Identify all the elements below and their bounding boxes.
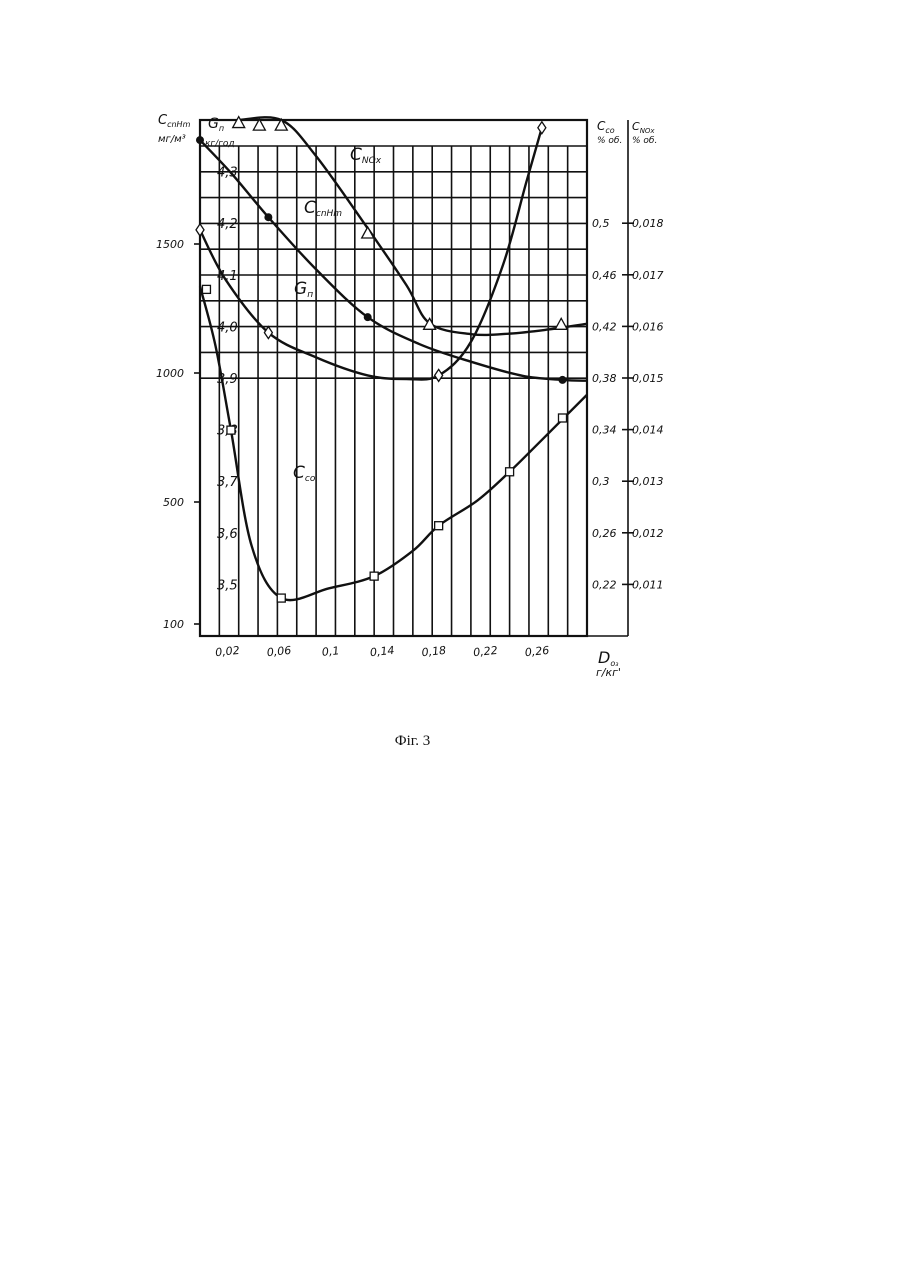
marker-cco xyxy=(558,414,566,422)
y-axis-unit-cco: % об. xyxy=(597,136,622,146)
y-tick-label-cco: 0,26 xyxy=(592,527,617,540)
series-label-gp: Gп xyxy=(294,279,313,300)
marker-gp xyxy=(264,327,272,339)
marker-cco xyxy=(277,594,285,602)
series-label-cnhm: CcnHm xyxy=(304,198,342,219)
x-tick-label: 0,26 xyxy=(524,644,550,659)
y-tick-label-cnox: 0,012 xyxy=(632,527,664,540)
marker-gp xyxy=(538,122,546,134)
marker-cnox xyxy=(555,318,567,329)
marker-cco xyxy=(435,522,443,530)
series-markers xyxy=(196,117,567,602)
marker-cnhm xyxy=(559,376,566,383)
x-tick-label: 0,02 xyxy=(215,644,241,659)
marker-cnhm xyxy=(364,314,371,321)
marker-cnhm xyxy=(265,214,272,221)
y-tick-label-cnhm: 500 xyxy=(163,496,184,509)
y-tick-label-cco: 0,22 xyxy=(592,578,617,591)
y-tick-label-cnox: 0,018 xyxy=(632,217,664,230)
y-tick-label-cco: 0,34 xyxy=(592,424,617,437)
y-tick-label-gp: 4,2 xyxy=(217,217,238,232)
marker-gp xyxy=(435,369,443,381)
x-axis-unit: г/кг' xyxy=(596,666,621,679)
series-label-cnox: CNOx xyxy=(350,145,382,166)
y-tick-label-cco: 0,5 xyxy=(592,217,610,230)
y-axis-unit-cnox: % об. xyxy=(632,136,657,146)
y-tick-label-gp: 3,6 xyxy=(217,527,238,542)
figure-caption: Фіг. 3 xyxy=(0,733,825,750)
series-label-cco: Cco xyxy=(293,463,316,484)
y-tick-label-cco: 0,46 xyxy=(592,269,617,282)
x-axis-label: Do₃ xyxy=(598,648,618,668)
y-tick-label-cnox: 0,017 xyxy=(632,269,664,282)
y-tick-label-cnox: 0,011 xyxy=(632,578,664,591)
y-axis-label-cnhm: CcnHm xyxy=(158,113,191,129)
x-tick-label: 0,22 xyxy=(473,644,499,659)
y-tick-label-gp: 3,5 xyxy=(217,578,238,593)
y-tick-label-cnhm: 100 xyxy=(163,618,184,631)
x-tick-label: 0,1 xyxy=(321,644,340,659)
marker-cco xyxy=(202,285,210,293)
y-tick-label-cco: 0,3 xyxy=(592,475,610,488)
y-tick-label-cnox: 0,013 xyxy=(632,475,664,488)
y-tick-label-cnox: 0,014 xyxy=(632,424,664,437)
marker-cco xyxy=(370,572,378,580)
y-tick-label-gp: 3,7 xyxy=(217,475,238,490)
y-tick-label-cnox: 0,016 xyxy=(632,320,664,333)
y-tick-label-cnhm: 1500 xyxy=(156,238,184,251)
y-tick-label-gp: 4,0 xyxy=(217,320,238,335)
y-tick-label-cco: 0,42 xyxy=(592,320,617,333)
y-axis-unit-cnhm: мг/м³ xyxy=(158,134,186,145)
y-axis-unit-gp: кг/год xyxy=(205,139,235,149)
y-tick-label-cnox: 0,015 xyxy=(632,372,664,385)
grid xyxy=(200,146,628,636)
marker-cnox xyxy=(233,117,245,128)
y-tick-label-cco: 0,38 xyxy=(592,372,617,385)
y-axis-label-cnox: CNOx xyxy=(632,120,655,135)
x-tick-label: 0,18 xyxy=(421,644,447,659)
marker-cco xyxy=(506,468,514,476)
x-tick-label: 0,14 xyxy=(369,644,395,659)
y-axis-label-cco: Cco xyxy=(597,119,615,135)
marker-cnhm xyxy=(197,137,204,144)
y-tick-label-cnhm: 1000 xyxy=(156,367,184,380)
x-tick-label: 0,06 xyxy=(266,644,292,659)
marker-cco xyxy=(227,426,235,434)
y-axis-label-gp: Gп xyxy=(208,116,224,133)
